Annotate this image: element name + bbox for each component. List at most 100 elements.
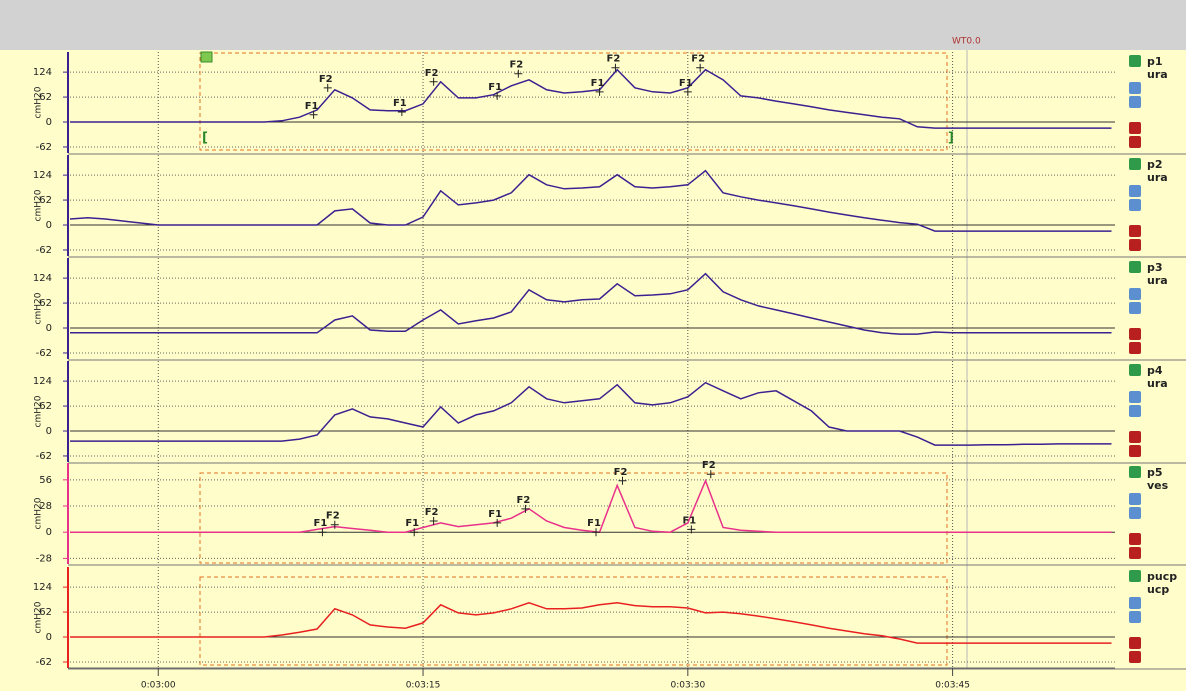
channel-name: pucp	[1147, 570, 1177, 583]
event-marker	[429, 77, 438, 86]
event-marker-label: F2	[319, 74, 333, 85]
collapse-button[interactable]	[1129, 55, 1141, 67]
offset-down-button[interactable]	[1129, 136, 1141, 148]
y-axis-label: cmH20	[34, 292, 44, 324]
event-marker	[309, 110, 318, 119]
y-tick-label: 0	[46, 527, 52, 538]
scale-down-button[interactable]	[1129, 507, 1141, 519]
y-axis-label: cmH20	[34, 601, 44, 633]
offset-down-button[interactable]	[1129, 239, 1141, 251]
y-axis-label: cmH20	[34, 189, 44, 221]
scale-down-button[interactable]	[1129, 96, 1141, 108]
event-marker	[330, 520, 339, 529]
panel-area	[0, 50, 1186, 691]
event-marker	[410, 528, 419, 537]
scale-down-button[interactable]	[1129, 199, 1141, 211]
event-marker	[318, 528, 327, 537]
trace	[70, 68, 1112, 129]
channel-name: p4	[1147, 364, 1163, 377]
collapse-button[interactable]	[1129, 570, 1141, 582]
offset-up-button[interactable]	[1129, 122, 1141, 134]
scale-up-button[interactable]	[1129, 493, 1141, 505]
channel-name: p2	[1147, 158, 1163, 171]
offset-up-button[interactable]	[1129, 225, 1141, 237]
y-tick-label: -62	[36, 657, 52, 668]
offset-down-button[interactable]	[1129, 547, 1141, 559]
event-marker	[514, 69, 523, 78]
channel-site: ura	[1147, 68, 1168, 81]
offset-down-button[interactable]	[1129, 342, 1141, 354]
trace	[69, 169, 1112, 232]
event-marker	[683, 87, 692, 96]
scale-up-button[interactable]	[1129, 185, 1141, 197]
y-tick-label: -62	[36, 142, 52, 153]
event-marker	[611, 63, 620, 72]
event-marker-label: F2	[691, 54, 705, 65]
y-tick-label: 0	[46, 426, 52, 437]
y-tick-label: 62	[39, 298, 52, 309]
x-tick-label: 0:03:00	[141, 681, 176, 691]
offset-down-button[interactable]	[1129, 651, 1141, 663]
event-marker	[493, 518, 502, 527]
event-marker	[323, 83, 332, 92]
event-marker-label: F2	[702, 460, 716, 471]
offset-down-button[interactable]	[1129, 445, 1141, 457]
selection-handle[interactable]	[200, 51, 213, 63]
scale-up-button[interactable]	[1129, 82, 1141, 94]
x-tick-label: 0:03:45	[935, 681, 970, 691]
scale-down-button[interactable]	[1129, 611, 1141, 623]
y-tick-label: 0	[46, 632, 52, 643]
collapse-button[interactable]	[1129, 466, 1141, 478]
channel-site: ves	[1147, 479, 1169, 492]
x-tick-label: 0:03:30	[670, 681, 705, 691]
y-tick-label: 28	[39, 501, 52, 512]
y-tick-label: 124	[33, 170, 52, 181]
bracket: ]	[948, 131, 954, 146]
trace	[70, 272, 1112, 335]
selection-box	[199, 52, 948, 151]
collapse-button[interactable]	[1129, 261, 1141, 273]
channel-site: ura	[1147, 377, 1168, 390]
event-label: WT0.0	[952, 37, 981, 47]
y-tick-label: -62	[36, 451, 52, 462]
scale-up-button[interactable]	[1129, 288, 1141, 300]
event-marker-label: F2	[326, 511, 340, 522]
channel-site: ura	[1147, 274, 1168, 287]
event-marker-label: F1	[679, 78, 693, 89]
y-tick-label: -62	[36, 348, 52, 359]
offset-up-button[interactable]	[1129, 328, 1141, 340]
collapse-button[interactable]	[1129, 364, 1141, 376]
event-marker	[429, 516, 438, 525]
trace	[70, 381, 1112, 446]
event-marker	[706, 470, 715, 479]
offset-up-button[interactable]	[1129, 431, 1141, 443]
event-marker-label: F1	[305, 101, 319, 112]
y-tick-label: 124	[33, 376, 52, 387]
event-marker	[493, 91, 502, 100]
event-marker-label: F1	[488, 82, 502, 93]
trace	[70, 478, 1112, 534]
y-axis-label: cmH20	[34, 497, 44, 529]
event-marker-label: F2	[614, 467, 628, 478]
event-marker-label: F1	[587, 518, 601, 529]
y-axis-label: cmH20	[34, 395, 44, 427]
selection-box	[199, 576, 948, 666]
y-tick-label: 0	[46, 323, 52, 334]
collapse-button[interactable]	[1129, 158, 1141, 170]
y-tick-label: 124	[33, 273, 52, 284]
offset-up-button[interactable]	[1129, 637, 1141, 649]
event-marker-label: F1	[314, 518, 328, 529]
event-marker-label: F1	[405, 518, 419, 529]
event-marker-label: F1	[488, 509, 502, 520]
scale-up-button[interactable]	[1129, 597, 1141, 609]
y-tick-label: -62	[36, 245, 52, 256]
scale-down-button[interactable]	[1129, 405, 1141, 417]
event-marker	[618, 476, 627, 485]
scale-down-button[interactable]	[1129, 302, 1141, 314]
channel-site: ucp	[1147, 583, 1169, 596]
event-marker-label: F2	[509, 60, 523, 71]
channel-name: p3	[1147, 261, 1163, 274]
offset-up-button[interactable]	[1129, 533, 1141, 545]
event-marker-label: F2	[607, 54, 621, 65]
scale-up-button[interactable]	[1129, 391, 1141, 403]
